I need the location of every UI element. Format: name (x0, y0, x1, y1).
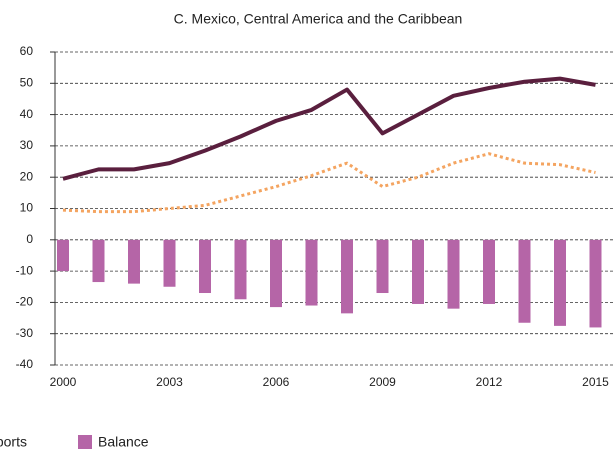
x-tick-label: 2006 (263, 375, 290, 389)
bar (199, 239, 211, 294)
y-tick-label: 60 (20, 44, 34, 58)
bar (234, 239, 247, 300)
x-tick-label: 2003 (156, 375, 183, 389)
bar (376, 239, 389, 294)
legend-label: Imports (0, 434, 27, 450)
y-tick-label: 40 (20, 107, 34, 121)
y-tick-label: 20 (20, 169, 34, 183)
x-tick-label: 2015 (582, 375, 609, 389)
bar (341, 239, 353, 314)
y-tick-label: 10 (20, 201, 34, 215)
y-tick-label: 50 (20, 75, 34, 89)
x-tick-label: 2000 (50, 375, 77, 389)
x-tick-label: 2012 (476, 375, 503, 389)
bar (412, 239, 424, 304)
bar (305, 239, 318, 306)
bar (92, 239, 105, 283)
bar (554, 239, 566, 326)
y-tick-label: -30 (16, 326, 34, 340)
bar (518, 239, 531, 323)
chart-title: C. Mexico, Central America and the Carib… (174, 11, 463, 27)
y-tick-label: -20 (16, 295, 34, 309)
bar (270, 239, 282, 308)
y-tick-label: -10 (16, 263, 34, 277)
line (62, 152, 596, 214)
legend-label: Balance (98, 434, 149, 450)
bar (57, 239, 69, 272)
y-tick-label: 30 (20, 138, 34, 152)
x-tick-label: 2009 (369, 375, 396, 389)
legend-swatch (78, 435, 92, 449)
y-tick-label: -40 (16, 357, 34, 371)
bar (483, 239, 495, 304)
line (62, 76, 596, 181)
bar (447, 239, 460, 309)
bar (128, 239, 140, 284)
bar (589, 239, 602, 328)
y-tick-label: 0 (26, 232, 33, 246)
bar (163, 239, 176, 287)
